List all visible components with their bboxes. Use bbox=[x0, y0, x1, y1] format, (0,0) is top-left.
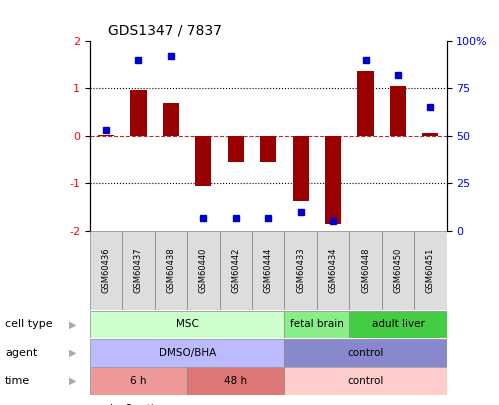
Bar bbox=[317, 231, 349, 310]
Bar bbox=[228, 136, 244, 162]
Bar bbox=[349, 231, 382, 310]
Text: agent: agent bbox=[5, 348, 37, 358]
Bar bbox=[284, 311, 349, 338]
Bar bbox=[195, 136, 212, 185]
Text: GSM60450: GSM60450 bbox=[393, 247, 403, 293]
Text: ▶: ▶ bbox=[68, 376, 76, 386]
Text: GSM60444: GSM60444 bbox=[263, 247, 273, 293]
Bar bbox=[292, 136, 309, 201]
Text: GSM60442: GSM60442 bbox=[231, 247, 241, 293]
Bar bbox=[390, 86, 406, 136]
Text: GDS1347 / 7837: GDS1347 / 7837 bbox=[108, 24, 222, 38]
Text: GSM60434: GSM60434 bbox=[328, 247, 338, 293]
Bar bbox=[187, 367, 284, 395]
Text: GSM60437: GSM60437 bbox=[134, 247, 143, 293]
Text: MSC: MSC bbox=[176, 320, 199, 329]
Text: 6 h: 6 h bbox=[130, 376, 147, 386]
Bar bbox=[163, 103, 179, 136]
Bar bbox=[414, 231, 447, 310]
Bar bbox=[220, 231, 252, 310]
Bar bbox=[187, 231, 220, 310]
Bar bbox=[284, 231, 317, 310]
Text: GSM60448: GSM60448 bbox=[361, 247, 370, 293]
Text: GSM60433: GSM60433 bbox=[296, 247, 305, 293]
Bar bbox=[325, 136, 341, 224]
Text: ■: ■ bbox=[90, 403, 102, 405]
Bar bbox=[260, 136, 276, 162]
Text: GSM60436: GSM60436 bbox=[101, 247, 111, 293]
Text: DMSO/BHA: DMSO/BHA bbox=[159, 348, 216, 358]
Text: GSM60438: GSM60438 bbox=[166, 247, 176, 293]
Bar bbox=[284, 339, 447, 367]
Text: 48 h: 48 h bbox=[224, 376, 248, 386]
Text: cell type: cell type bbox=[5, 320, 52, 329]
Bar bbox=[382, 231, 414, 310]
Bar bbox=[252, 231, 284, 310]
Text: GSM60440: GSM60440 bbox=[199, 247, 208, 293]
Bar bbox=[422, 133, 439, 136]
Text: ▶: ▶ bbox=[68, 320, 76, 329]
Bar bbox=[284, 367, 447, 395]
Bar bbox=[130, 90, 147, 136]
Text: adult liver: adult liver bbox=[372, 320, 424, 329]
Bar bbox=[90, 231, 122, 310]
Text: ▶: ▶ bbox=[68, 348, 76, 358]
Bar bbox=[122, 231, 155, 310]
Bar bbox=[90, 311, 284, 338]
Text: log2 ratio: log2 ratio bbox=[110, 404, 160, 405]
Text: fetal brain: fetal brain bbox=[290, 320, 344, 329]
Text: GSM60451: GSM60451 bbox=[426, 247, 435, 293]
Bar bbox=[155, 231, 187, 310]
Bar bbox=[90, 367, 187, 395]
Text: control: control bbox=[347, 348, 384, 358]
Bar bbox=[349, 311, 447, 338]
Text: time: time bbox=[5, 376, 30, 386]
Bar bbox=[98, 135, 114, 136]
Text: control: control bbox=[347, 376, 384, 386]
Bar bbox=[90, 339, 284, 367]
Bar bbox=[357, 71, 374, 136]
